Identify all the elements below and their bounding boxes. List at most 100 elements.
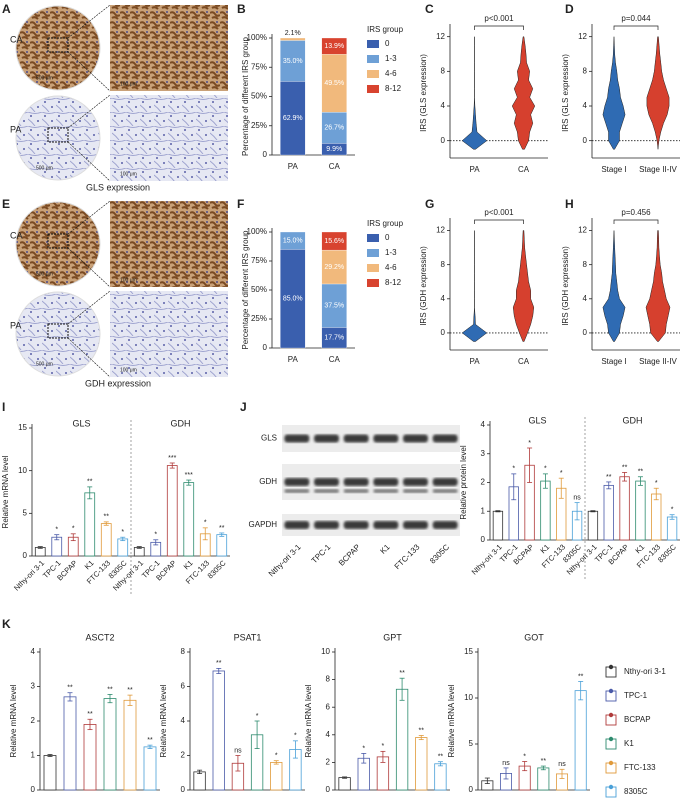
blot-lane-label: FTC-133 (393, 542, 422, 571)
value-label: 2.1% (285, 30, 301, 37)
significance: ** (606, 474, 612, 481)
violin (602, 36, 626, 150)
bar (100, 523, 112, 557)
significance: ** (578, 673, 584, 680)
y-axis-label: Relative mRNA level (447, 684, 456, 757)
significance: ns (558, 761, 566, 768)
y-tick-label: 75% (251, 62, 267, 71)
legend-label: TPC-1 (624, 691, 648, 700)
y-tick-label: 25% (251, 314, 267, 323)
bar (133, 547, 145, 557)
blot-band (314, 489, 339, 493)
bar (63, 696, 77, 791)
chart-title: ASCT2 (85, 632, 114, 642)
significance: ** (219, 525, 225, 532)
x-tick-label: Stage I (601, 357, 626, 366)
bar-segment (280, 231, 306, 250)
blot-lane-label: Nthy-ori 3-1 (267, 542, 303, 578)
significance: ** (67, 685, 73, 692)
significance: ns (502, 760, 510, 767)
y-axis-label: Relative mRNA level (304, 684, 313, 757)
y-tick-label: 1 (481, 506, 486, 515)
y-axis-label: IRS (GDH expression) (561, 246, 570, 326)
significance: ** (399, 670, 405, 677)
bar (540, 480, 551, 541)
y-tick-label: 3 (481, 449, 486, 458)
annotation: p=0.044 (621, 14, 651, 23)
y-tick-label: 1 (31, 751, 36, 760)
value-label: 37.5% (324, 303, 344, 310)
bar (193, 771, 206, 791)
y-tick-label: 25% (251, 121, 267, 130)
error-bar (399, 677, 405, 701)
bar-segment (280, 37, 306, 41)
caption: GLS expression (86, 182, 150, 192)
zoom-image (110, 201, 228, 287)
annotation: p<0.001 (484, 208, 514, 217)
significance: ** (104, 514, 110, 521)
error-bar (542, 473, 548, 489)
y-tick-label: 0 (181, 785, 186, 794)
x-tick-label: PA (469, 165, 480, 174)
error-bar (669, 514, 675, 520)
x-tick-label: PA (288, 162, 299, 171)
scale-label: 500 μm (36, 361, 53, 367)
x-tick-label: CA (329, 162, 341, 171)
bar (666, 516, 678, 541)
y-tick-label: 12 (578, 226, 587, 235)
chart-title: GOT (524, 632, 544, 642)
y-tick-label: 10 (321, 647, 330, 656)
legend-title: IRS group (367, 219, 404, 228)
significance: ** (87, 479, 93, 486)
violin (461, 230, 488, 342)
bar (651, 493, 662, 541)
y-tick-label: 50% (251, 92, 267, 101)
y-tick-label: 8 (441, 260, 446, 269)
violin (645, 230, 671, 342)
zoom-image (110, 5, 228, 91)
error-bar (511, 473, 517, 501)
significance: ** (622, 464, 628, 471)
legend-dot (608, 712, 614, 718)
blot-band (432, 489, 458, 493)
panel-label: B (237, 2, 246, 16)
legend-label: 4-6 (385, 263, 397, 272)
blot-band (403, 521, 428, 529)
error-bar (653, 487, 659, 501)
panel-label: J (240, 400, 247, 414)
y-tick-label: 10 (18, 466, 27, 475)
error-bar (54, 534, 60, 541)
legend-label: 8-12 (385, 84, 402, 93)
value-label: 35.0% (283, 58, 303, 65)
error-bar (590, 510, 596, 513)
bar (43, 755, 57, 791)
legend-title: IRS group (367, 25, 404, 34)
bracket (474, 219, 524, 224)
significance: ** (216, 660, 222, 667)
blot-band (432, 434, 458, 443)
bar-segment (280, 81, 306, 156)
significance: * (256, 713, 259, 720)
error-bar (87, 486, 93, 500)
group-label: GDH (623, 415, 643, 425)
y-tick-label: 15 (464, 647, 473, 656)
tissue-core (15, 201, 101, 287)
scale-label: 100 μm (120, 367, 137, 373)
legend-label: 1-3 (385, 248, 397, 257)
significance: * (655, 480, 658, 487)
significance: * (512, 466, 515, 473)
error-bar (484, 777, 490, 784)
y-tick-label: 8 (583, 66, 588, 75)
x-tick-label: CA (518, 357, 530, 366)
significance: ** (419, 727, 425, 734)
legend-swatch (367, 234, 379, 242)
blot-band (403, 478, 428, 486)
error-bar (574, 502, 580, 521)
blot-band (343, 434, 369, 443)
significance: * (560, 470, 563, 477)
bar (537, 767, 550, 791)
error-bar (273, 760, 279, 765)
error-bar (527, 447, 533, 483)
y-axis-label: Relative mRNA level (1, 455, 10, 528)
significance: * (72, 526, 75, 533)
